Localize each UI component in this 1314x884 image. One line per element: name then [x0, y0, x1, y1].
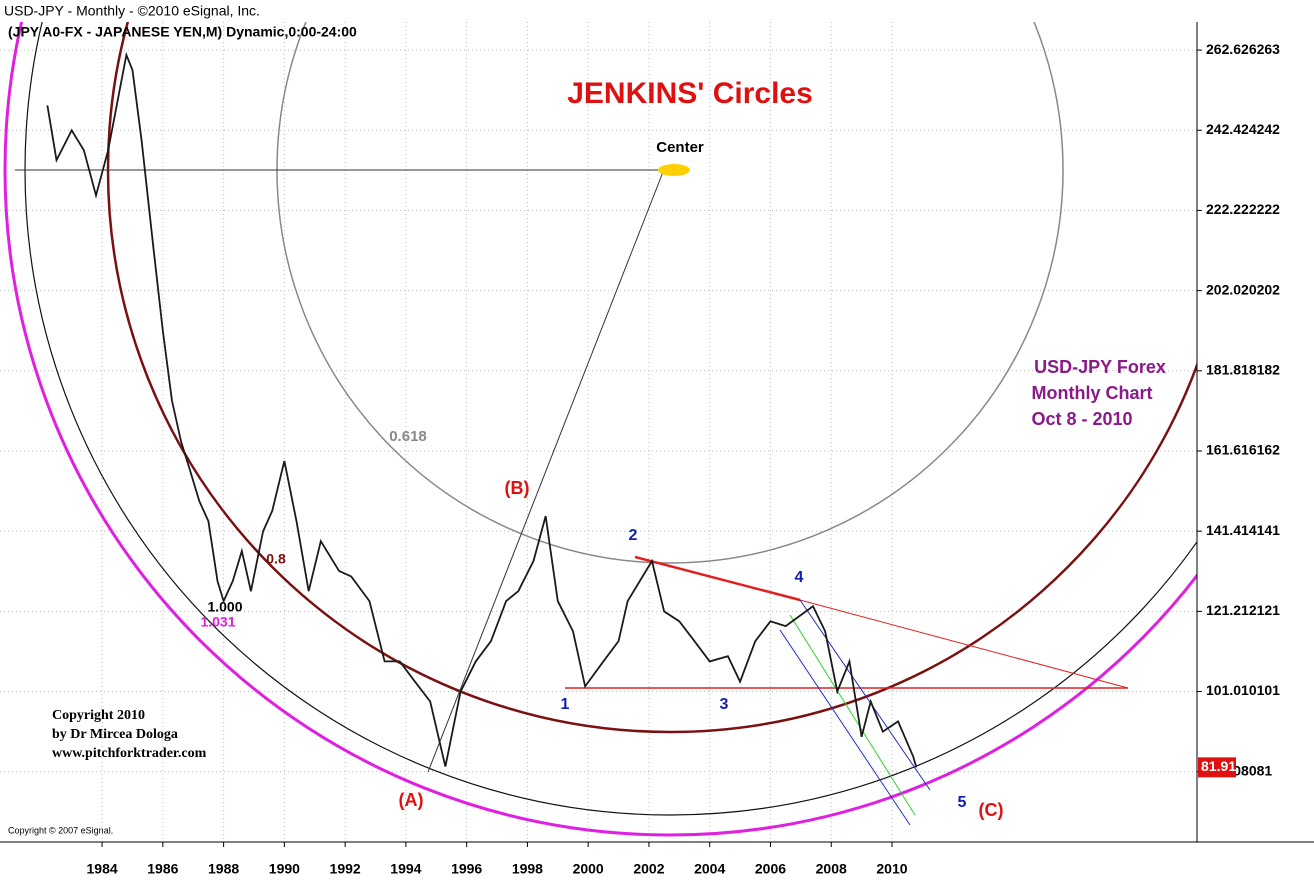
trend-line — [634, 555, 801, 602]
annotation: 2 — [629, 527, 638, 544]
heading: JENKINS' Circles — [567, 77, 813, 110]
channel-line — [779, 629, 911, 826]
annotation: 5 — [958, 794, 967, 811]
channel-line — [789, 614, 916, 816]
circle-magenta — [3, 22, 1197, 837]
x-tick-label: 1984 — [87, 861, 118, 877]
annotation: (C) — [979, 800, 1004, 820]
y-tick-label: 181.818182 — [1206, 362, 1280, 378]
info-line: Monthly Chart — [1032, 383, 1153, 403]
annotation: 4 — [795, 569, 804, 586]
y-tick-label: 101.010101 — [1206, 682, 1280, 698]
drawing-tools — [3, 22, 1197, 837]
y-tick-label: 121.212121 — [1206, 602, 1280, 618]
annotation: 0.618 — [389, 428, 427, 445]
x-tick-label: 2002 — [633, 861, 664, 877]
copyright-line: Copyright 2010 — [52, 708, 145, 723]
radius-line — [427, 171, 664, 773]
info: USD-JPY Forex Monthly Chart Oct 8 - 2010 — [1031, 357, 1165, 429]
chart-title: USD-JPY - Monthly - ©2010 eSignal, Inc. — [4, 3, 260, 19]
x-tick-label: 2004 — [694, 861, 725, 877]
x-tick-label: 2006 — [755, 861, 786, 877]
y-tick-label: 262.626263 — [1206, 41, 1280, 57]
center-marker — [658, 164, 690, 176]
grid — [0, 22, 1197, 842]
info-line: USD-JPY Forex — [1034, 357, 1166, 377]
annotation: 1.000 — [207, 599, 242, 615]
annotation: (A) — [399, 790, 424, 810]
x-tick-label: 1996 — [451, 861, 482, 877]
copyright-line: by Dr Mircea Dologa — [52, 727, 178, 742]
last-price-box — [1198, 757, 1236, 778]
subtitle: (JPY A0-FX - JAPANESE YEN,M) Dynamic,0:0… — [8, 24, 357, 40]
x-tick-label: 1998 — [512, 861, 543, 877]
y-tick-label: 161.616162 — [1206, 442, 1280, 458]
price-line — [46, 51, 918, 768]
channel-line — [799, 599, 931, 791]
x-tick-label: 1986 — [147, 861, 178, 877]
y-tick-label: 222.222222 — [1206, 201, 1280, 217]
annotation: (B) — [505, 478, 530, 498]
annotation: 1.031 — [200, 614, 235, 630]
x-tick-label: 2000 — [573, 861, 604, 877]
source: Copyright © 2007 eSignal. — [8, 825, 113, 835]
info-line: Oct 8 - 2010 — [1031, 409, 1132, 429]
annotation: 3 — [720, 696, 729, 713]
annotation: 1 — [561, 696, 570, 713]
y-tick-label: 202.020202 — [1206, 281, 1280, 297]
copyright-line: www.pitchforktrader.com — [52, 746, 207, 761]
y-tick-label: 141.414141 — [1206, 522, 1280, 538]
x-tick-label: 1988 — [208, 861, 239, 877]
annotation: 0.8 — [266, 551, 286, 567]
x-tick-label: 2010 — [876, 861, 907, 877]
x-tick-label: 2008 — [816, 861, 847, 877]
x-tick-label: 1990 — [269, 861, 300, 877]
trend-line — [799, 599, 1129, 689]
last-price: 81.91 — [1201, 758, 1236, 774]
copyright: Copyright 2010 by Dr Mircea Dologa www.p… — [52, 708, 207, 761]
x-tick-label: 1994 — [390, 861, 421, 877]
x-tick-label: 1992 — [330, 861, 361, 877]
annotation: Center — [656, 139, 704, 156]
y-tick-label: 242.424242 — [1206, 121, 1280, 137]
